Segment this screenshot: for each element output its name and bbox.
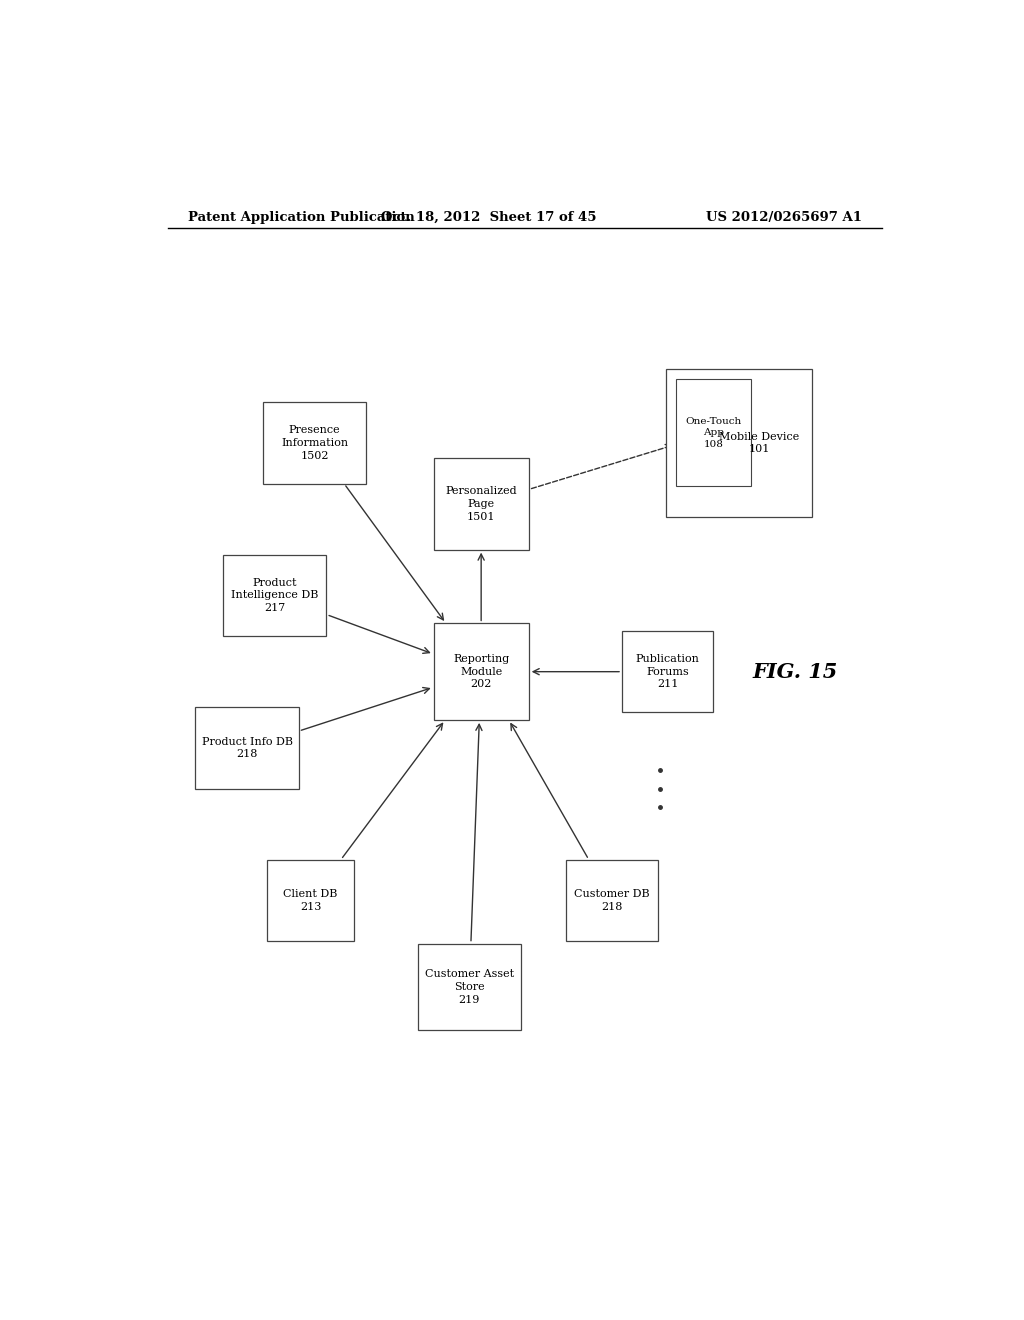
Bar (666, 370, 812, 516)
Text: Presence
Information
1502: Presence Information 1502 (281, 425, 348, 461)
Text: Personalized
Page
1501: Personalized Page 1501 (445, 486, 517, 521)
Bar (263, 403, 367, 483)
Text: Product
Intelligence DB
217: Product Intelligence DB 217 (231, 578, 318, 614)
Text: Customer DB
218: Customer DB 218 (574, 888, 650, 912)
Text: Reporting
Module
202: Reporting Module 202 (453, 653, 509, 689)
Text: Customer Asset
Store
219: Customer Asset Store 219 (425, 969, 514, 1005)
Bar (622, 631, 714, 713)
Bar (433, 458, 528, 549)
Bar (223, 554, 327, 636)
Text: Oct. 18, 2012  Sheet 17 of 45: Oct. 18, 2012 Sheet 17 of 45 (381, 211, 597, 224)
Bar (418, 944, 521, 1030)
Text: One-Touch
App
108: One-Touch App 108 (685, 417, 741, 449)
Text: FIG. 15: FIG. 15 (752, 661, 838, 681)
Text: Product Info DB
218: Product Info DB 218 (202, 737, 293, 759)
Bar (566, 859, 657, 941)
Text: Patent Application Publication: Patent Application Publication (187, 211, 415, 224)
Text: Client DB
213: Client DB 213 (284, 888, 338, 912)
Bar (676, 379, 752, 486)
Bar (196, 708, 299, 788)
Text: US 2012/0265697 A1: US 2012/0265697 A1 (707, 211, 862, 224)
Bar (433, 623, 528, 719)
Text: Mobile Device
101: Mobile Device 101 (719, 432, 799, 454)
Bar (267, 859, 354, 941)
Text: Publication
Forums
211: Publication Forums 211 (636, 653, 699, 689)
